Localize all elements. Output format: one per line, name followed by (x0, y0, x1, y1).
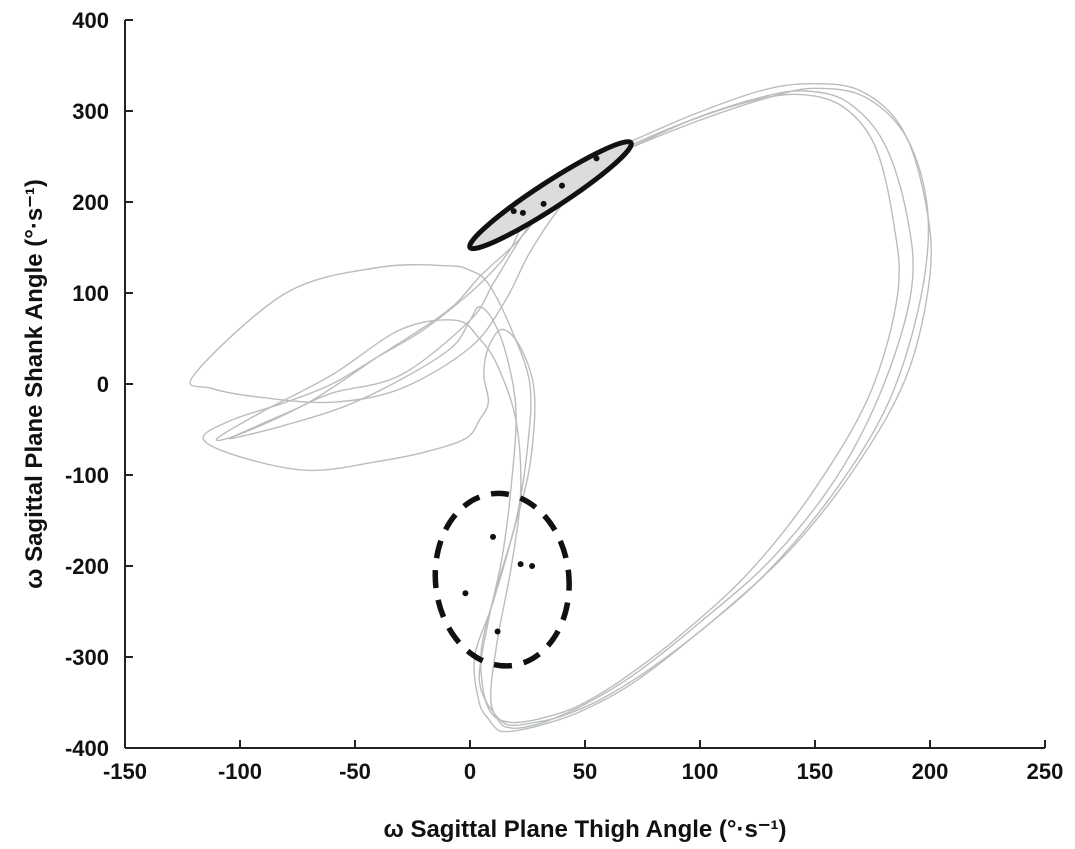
solid-region-point-2 (519, 209, 526, 216)
y-tick-label: -200 (65, 554, 109, 579)
dashed-region-point-5 (494, 628, 501, 635)
y-tick-label: 400 (72, 8, 109, 33)
x-tick-label: -100 (218, 759, 262, 784)
x-tick-label: 50 (573, 759, 597, 784)
dashed-ellipse (432, 490, 572, 669)
solid-region-point-5 (593, 155, 600, 162)
x-tick-label: 150 (797, 759, 834, 784)
x-ticks: -150 -100 -50 0 50 100 150 200 250 (103, 740, 1063, 784)
x-tick-label: -50 (339, 759, 371, 784)
y-tick-label: 0 (97, 372, 109, 397)
y-tick-label: -300 (65, 645, 109, 670)
x-tick-label: 200 (912, 759, 949, 784)
solid-region-point-3 (540, 200, 547, 207)
solid-region-point-4 (559, 182, 565, 189)
y-tick-label: -400 (65, 736, 109, 761)
axes (124, 20, 1045, 749)
y-axis-label: ω Sagittal Plane Shank Angle (°·s⁻¹) (21, 179, 48, 589)
x-tick-label: 250 (1027, 759, 1064, 784)
y-tick-label: 200 (72, 190, 109, 215)
solid-region-point-1 (510, 208, 517, 215)
dashed-region-point-3 (529, 563, 536, 569)
x-tick-label: 0 (464, 759, 476, 784)
y-tick-label: 100 (72, 281, 109, 306)
y-tick-label: -100 (65, 463, 109, 488)
dashed-region-point-4 (462, 590, 469, 597)
trace-line-4 (228, 93, 900, 724)
y-tick-label: 300 (72, 99, 109, 124)
x-tick-label: -150 (103, 759, 147, 784)
y-ticks: 400 300 200 100 0 -100 -200 -300 -400 (65, 8, 133, 761)
trace-line-1 (202, 87, 930, 733)
plot-area (189, 82, 932, 733)
solid-ellipse (467, 139, 634, 252)
dashed-region-point-1 (490, 533, 496, 540)
x-tick-label: 100 (682, 759, 719, 784)
x-axis-label: ω Sagittal Plane Thigh Angle (°·s⁻¹) (384, 816, 787, 843)
dashed-region-point-2 (517, 561, 524, 568)
trace-line-2 (189, 82, 932, 727)
